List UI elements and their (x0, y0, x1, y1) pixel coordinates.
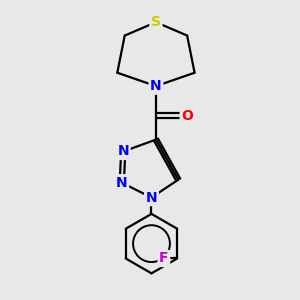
Text: O: O (181, 109, 193, 123)
Text: N: N (116, 176, 128, 190)
Text: F: F (159, 251, 169, 266)
Text: N: N (146, 190, 157, 205)
Text: S: S (151, 15, 161, 29)
Text: N: N (117, 145, 129, 158)
Text: N: N (150, 79, 162, 93)
